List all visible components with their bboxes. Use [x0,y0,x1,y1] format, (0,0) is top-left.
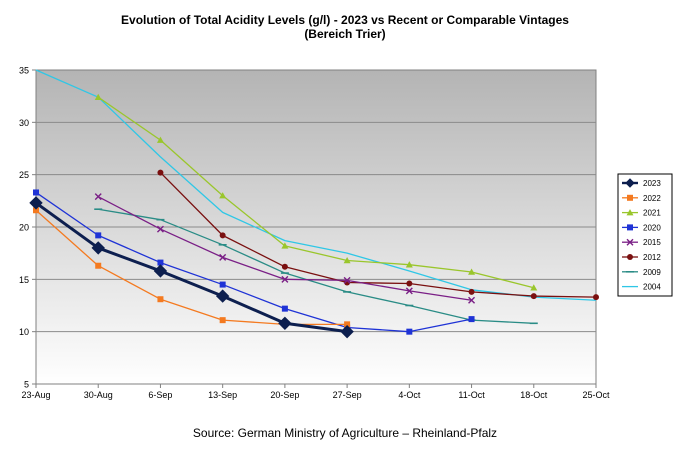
point-2021 [530,284,538,291]
series-2023 [29,196,354,339]
legend-item-2021[interactable]: 2021 [622,209,661,218]
series-line-2012 [159,172,597,298]
point-2012 [406,280,413,287]
y-tick-label: 35 [19,66,29,76]
legend-item-2023[interactable]: 2023 [622,178,661,188]
legend-label: 2021 [643,209,661,218]
x-tick-label: 6-Sep [148,390,172,400]
chart-title: Evolution of Total Acidity Levels (g/l) … [121,13,569,27]
y-tick-label: 25 [19,170,29,180]
point-2015 [468,296,476,304]
point-2015 [219,253,227,261]
series-2015 [94,193,476,304]
legend-item-2022[interactable]: 2022 [622,194,661,203]
x-tick-label: 4-Oct [398,390,421,400]
point-2023 [153,264,168,278]
y-tick-label: 10 [19,327,29,337]
point-2021 [405,261,413,268]
legend-marker [627,254,633,260]
series-2021 [94,93,538,291]
point-2012 [530,293,537,300]
x-tick-label: 27-Sep [333,390,362,400]
point-2023 [29,196,43,210]
point-2015 [405,287,413,295]
point-2022 [157,296,164,303]
series-line-2023 [35,201,348,334]
point-2020 [219,281,226,288]
point-2023 [278,316,292,331]
series-2012 [157,169,599,301]
legend-label: 2023 [643,179,661,188]
point-2020 [406,328,413,335]
point-2022 [344,321,351,328]
y-tick-label: 20 [19,223,29,233]
point-2021 [156,136,164,143]
point-2012 [593,294,599,301]
point-2022 [219,317,226,324]
point-2021 [281,242,289,249]
legend-marker [626,209,634,216]
legend-label: 2004 [643,283,661,292]
legend-marker [626,238,634,246]
point-2012 [219,232,226,239]
y-tick-label: 15 [19,275,29,285]
point-2023 [91,241,105,255]
x-tick-label: 13-Sep [208,390,237,400]
legend-item-2020[interactable]: 2020 [622,223,661,232]
legend-label: 2009 [643,268,661,277]
point-2023 [340,324,354,339]
point-2020 [95,232,102,239]
axes: 5 10 15 20 25 30 35 23-Aug 30-Aug 6-Sep 13-Sep 20-S… [19,66,610,401]
point-2020 [281,305,288,312]
series-line-2021 [97,96,534,289]
legend-box [617,173,673,297]
legend-label: 2015 [643,238,661,247]
point-2012 [157,169,164,176]
x-tick-label: 25-Oct [582,390,610,400]
point-2021 [94,93,102,101]
series-2020 [33,189,475,335]
point-2015 [281,275,289,283]
point-2021 [468,268,476,275]
legend-item-2015[interactable]: 2015 [622,238,661,247]
point-2021 [219,192,227,199]
legend-item-2012[interactable]: 2012 [622,253,661,262]
y-tick-label: 30 [19,118,29,128]
point-2022 [33,207,39,214]
legend-marker [627,224,633,231]
series-line-2009 [98,208,534,324]
point-2020 [157,259,164,266]
x-tick-label: 23-Aug [21,390,50,400]
point-2020 [33,189,39,196]
y-tick-label: 5 [24,380,29,390]
legend-label: 2022 [643,194,661,203]
legend[interactable]: 2023 2022 2021 2020 2015 2012 2009 2004 [617,173,673,297]
legend-label: 2020 [643,223,661,232]
legend-item-2009[interactable]: 2009 [622,268,661,277]
source-note: Source: German Ministry of Agriculture –… [192,426,498,440]
point-2012 [281,263,288,270]
point-2023 [215,289,230,303]
x-tick-label: 11-Oct [458,390,485,400]
x-tick-label: 30-Aug [84,390,113,400]
series-group [29,69,599,339]
point-2022 [95,262,102,269]
legend-item-2004[interactable]: 2004 [622,283,661,292]
chart-subtitle: (Bereich Trier) [304,27,385,41]
x-tick-label: 18-Oct [520,390,548,400]
legend-label: 2012 [643,253,661,262]
point-2020 [468,316,475,323]
x-tick-label: 20-Sep [270,390,299,400]
legend-marker [627,194,633,201]
point-2015 [343,276,351,284]
point-2012 [468,288,475,295]
point-2021 [343,256,351,264]
point-2015 [156,225,164,233]
legend-marker [625,178,635,188]
point-2015 [94,193,102,201]
series-line-2020 [35,191,472,333]
